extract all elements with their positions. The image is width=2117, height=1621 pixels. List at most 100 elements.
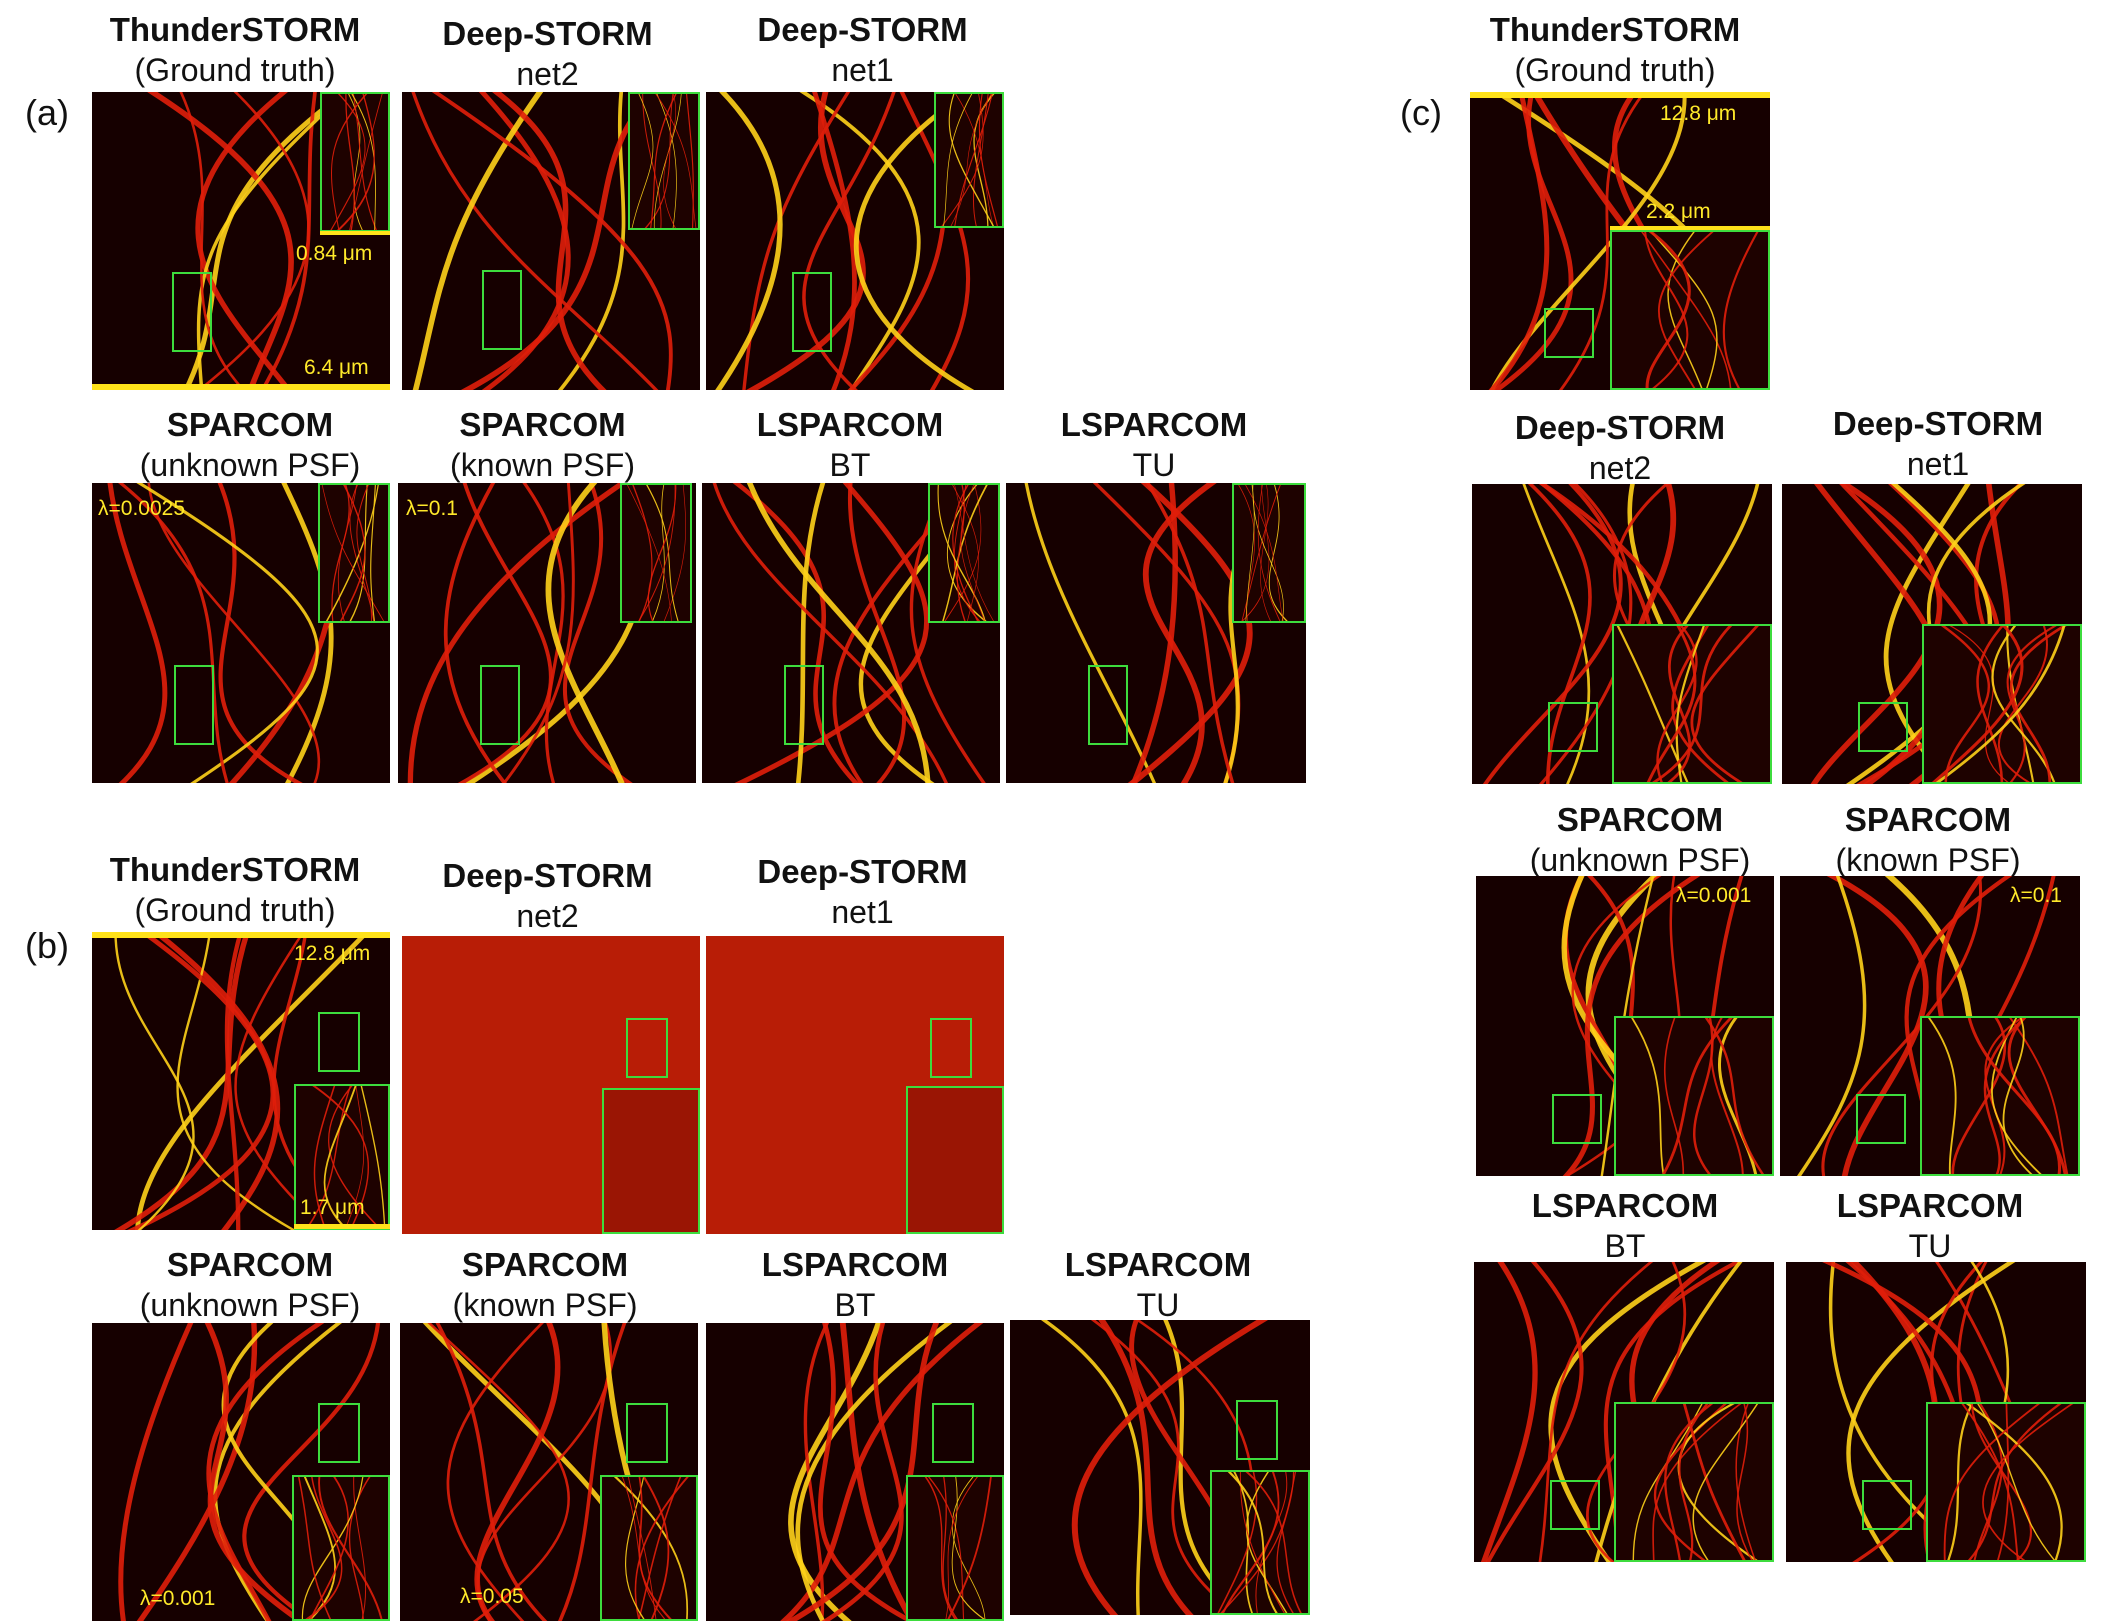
filament-strand (1967, 1018, 2062, 1174)
a-sparcom-known-inset (620, 483, 692, 623)
filament-strand (1943, 1404, 2041, 1560)
filament-texture (1616, 626, 1759, 782)
filament-strand (431, 92, 673, 390)
filament-strand (650, 94, 677, 228)
b-lsparcom-bt-roi (932, 1403, 974, 1463)
filament-strand (1652, 1404, 1742, 1560)
filament-texture (107, 483, 343, 783)
filament-strand (114, 932, 195, 1230)
filament-strand (943, 94, 973, 226)
filament-strand (780, 1323, 984, 1621)
filament-strand (136, 1323, 258, 1621)
c-gt-inset-scalebar (1610, 226, 1770, 231)
a-deepstorm-net1-image (706, 92, 1004, 390)
a-sparcom-known-roi (480, 665, 520, 745)
filament-strand (407, 483, 628, 783)
filament-strand (1482, 484, 1623, 784)
b-deepstorm-net1-inset (906, 1086, 1004, 1234)
filament-strand (821, 1323, 904, 1621)
filament-strand (621, 1477, 666, 1619)
filament-texture (626, 485, 686, 621)
b-gt-image: 12.8 μm 1.7 μm (92, 932, 390, 1230)
filament-strand (147, 483, 321, 783)
filament-strand (2006, 626, 2058, 782)
filament-texture (941, 94, 998, 226)
c-gt-inset-scale-label: 2.2 μm (1646, 200, 1711, 223)
a-gt-title: ThunderSTORM (Ground truth) (109, 11, 361, 88)
filament-strand (234, 932, 327, 1230)
filament-strand (1217, 1472, 1258, 1613)
filament-strand (795, 1323, 953, 1621)
filament-strand (799, 92, 921, 390)
c-deepstorm-net1-title: Deep-STORM net1 (1832, 405, 2044, 482)
filament-strand (360, 1086, 386, 1228)
c-sparcom-unknown-inset (1614, 1016, 1774, 1176)
filament-texture (146, 92, 351, 390)
c-deepstorm-net1-image (1782, 484, 2082, 784)
filament-strand (953, 485, 981, 621)
filament-strand (348, 1477, 371, 1619)
filament-strand (802, 92, 896, 390)
c-deepstorm-net2-inset (1612, 624, 1772, 784)
a-deepstorm-net2-title: Deep-STORM net2 (442, 15, 653, 92)
c-gt-title: ThunderSTORM (Ground truth) (1489, 11, 1741, 88)
filament-strand (2009, 1018, 2069, 1174)
filament-strand (645, 485, 679, 621)
filament-strand (562, 483, 633, 783)
filament-strand (951, 1477, 986, 1619)
filament-strand (853, 92, 975, 390)
filament-strand (1949, 626, 2009, 782)
filament-strand (557, 92, 626, 390)
filament-strand (309, 1477, 349, 1619)
filament-strand (1641, 232, 1732, 388)
filament-strand (304, 1477, 343, 1619)
c-lsparcom-tu-title: LSPARCOM TU (1836, 1187, 2024, 1264)
filament-strand (944, 485, 982, 621)
filament-strand (443, 483, 507, 783)
filament-strand (213, 1323, 343, 1621)
a-sparcom-known-lambda: λ=0.1 (406, 497, 458, 520)
c-gt-inset (1610, 230, 1770, 390)
filament-strand (1935, 626, 2066, 782)
filament-strand (972, 94, 989, 226)
filament-strand (370, 485, 376, 621)
b-deepstorm-net1-image (706, 936, 1004, 1234)
filament-strand (1522, 484, 1591, 784)
b-gt-scalebar (92, 932, 390, 938)
filament-strand (685, 94, 694, 228)
a-lsparcom-tu-image (1006, 483, 1306, 783)
filament-strand (1736, 1404, 1753, 1560)
filament-strand (788, 1323, 882, 1621)
filament-texture (321, 485, 385, 621)
a-lsparcom-bt-roi (784, 665, 824, 745)
filament-strand (318, 1477, 383, 1619)
filament-strand (1667, 232, 1703, 388)
filament-strand (712, 483, 948, 783)
filament-texture (1480, 1262, 1743, 1562)
filament-strand (325, 485, 379, 621)
filament-strand (306, 1086, 352, 1228)
filament-strand (1260, 485, 1272, 621)
filament-strand (848, 483, 907, 783)
b-lsparcom-bt-image (706, 1323, 1004, 1621)
filament-strand (948, 94, 995, 226)
c-deepstorm-net2-roi (1548, 702, 1598, 752)
a-deepstorm-net2-roi (482, 270, 522, 350)
filament-strand (323, 1086, 357, 1228)
c-sparcom-unknown-title: SPARCOM (unknown PSF) (1529, 801, 1751, 878)
filament-strand (960, 485, 986, 621)
c-deepstorm-net1-inset (1922, 624, 2082, 784)
filament-strand (1651, 626, 1733, 782)
filament-strand (715, 92, 783, 390)
filament-strand (412, 92, 544, 390)
c-gt-scale-label: 12.8 μm (1660, 102, 1737, 125)
c-gt-scalebar (1470, 92, 1770, 98)
filament-strand (1246, 1472, 1288, 1613)
panel-label-a: (a) (25, 92, 69, 133)
filament-strand (1538, 1262, 1654, 1562)
b-lsparcom-tu-inset (1210, 1470, 1310, 1615)
a-gt-image: 0.84 μm 6.4 μm (92, 92, 390, 390)
filament-strand (1245, 1472, 1302, 1613)
filament-strand (345, 94, 355, 230)
a-gt-inset (320, 92, 390, 232)
